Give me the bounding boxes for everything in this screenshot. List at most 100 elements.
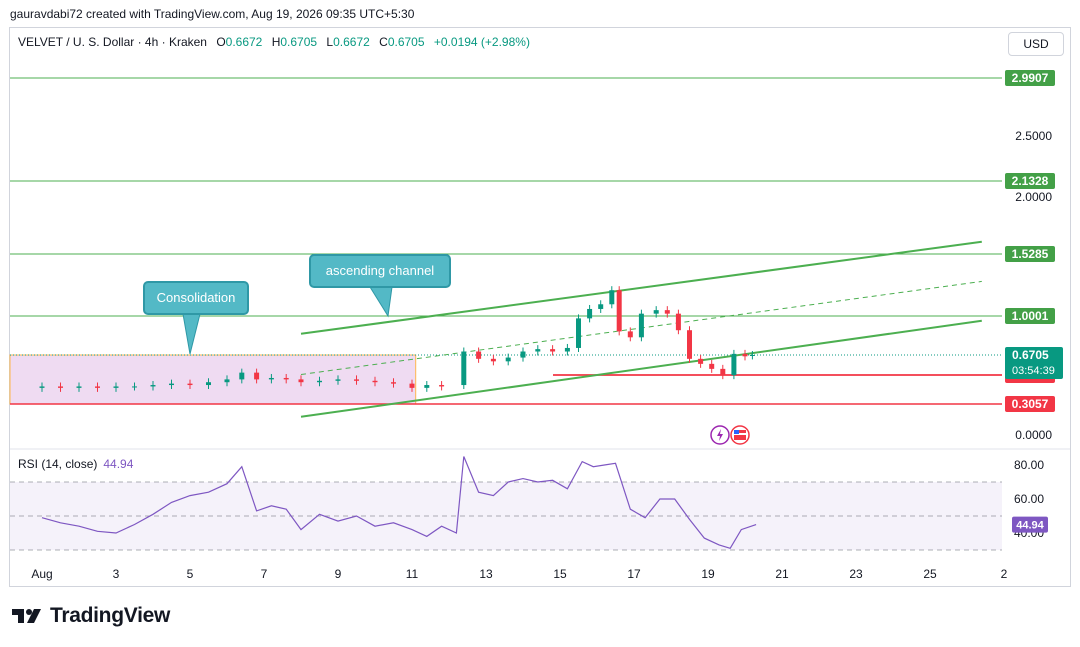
time-tick-0: Aug — [31, 567, 52, 581]
candle-17[interactable] — [335, 379, 341, 381]
candle-16[interactable] — [317, 380, 322, 383]
open-label: O — [216, 35, 226, 49]
price-tick-1: 2.0000 — [1015, 190, 1052, 204]
rsi-tick-1: 60.00 — [1014, 492, 1044, 506]
candle-32[interactable] — [576, 318, 581, 348]
level-tag-2 — [1005, 246, 1055, 262]
change-value: +0.0194 (+2.98%) — [433, 35, 530, 49]
chart-frame — [9, 27, 1071, 587]
candle-10[interactable] — [224, 379, 230, 383]
us-flag-canton — [734, 430, 739, 434]
candle-2[interactable] — [76, 386, 82, 388]
level-tag-text-5: 0.3057 — [1012, 397, 1049, 411]
close-value: 0.6705 — [387, 35, 425, 49]
candle-14[interactable] — [283, 377, 289, 380]
channel-upper-line[interactable] — [300, 240, 982, 335]
time-tick-2: 5 — [187, 567, 194, 581]
rsi-line[interactable] — [41, 456, 757, 550]
candle-15[interactable] — [298, 379, 304, 383]
rsi-value-tag-text: 44.94 — [1016, 520, 1044, 532]
symbol-legend: VELVET / U. S. Dollar · 4h · Kraken O 0.6… — [18, 35, 530, 49]
rsi-tick-0: 80.00 — [1014, 458, 1044, 472]
candle-47[interactable] — [742, 353, 748, 357]
candle-20[interactable] — [391, 382, 396, 384]
candle-43[interactable] — [698, 358, 704, 364]
candle-42[interactable] — [687, 330, 692, 359]
candle-11[interactable] — [239, 372, 245, 380]
candle-36[interactable] — [616, 290, 622, 332]
currency-button[interactable]: USD — [1008, 32, 1064, 56]
time-tick-3: 7 — [261, 567, 268, 581]
event-icons[interactable] — [710, 425, 750, 445]
candle-22[interactable] — [424, 385, 430, 388]
candle-35[interactable] — [609, 290, 615, 305]
channel-lower-line[interactable] — [300, 319, 982, 418]
rsi-title[interactable]: RSI (14, close) — [18, 457, 98, 471]
ascending-channel-callout[interactable]: ascending channel — [309, 254, 451, 288]
candle-45[interactable] — [720, 368, 726, 376]
candle-39[interactable] — [653, 310, 659, 314]
candle-9[interactable] — [206, 382, 211, 386]
candle-37[interactable] — [627, 331, 633, 338]
candle-33[interactable] — [587, 308, 593, 319]
time-tick-7: 15 — [553, 567, 567, 581]
level-tag-0 — [1005, 70, 1055, 86]
level-tag-3 — [1005, 308, 1055, 324]
candle-0[interactable] — [39, 386, 45, 388]
candle-48[interactable] — [749, 355, 755, 356]
candle-38[interactable] — [638, 313, 644, 338]
candle-30[interactable] — [550, 349, 556, 352]
consolidation-zone[interactable] — [9, 354, 417, 405]
candle-41[interactable] — [675, 313, 681, 331]
consolidation-pointer — [182, 313, 201, 355]
time-tick-13: 2 — [1001, 567, 1008, 581]
candle-26[interactable] — [490, 358, 496, 362]
time-tick-12: 25 — [923, 567, 937, 581]
candle-25[interactable] — [476, 351, 482, 359]
candle-18[interactable] — [354, 379, 359, 381]
level-tag-text-0: 2.9907 — [1012, 71, 1049, 85]
last-price-tag — [1005, 347, 1063, 379]
candle-21[interactable] — [409, 383, 415, 388]
lightning-bolt-shape — [717, 429, 723, 441]
rsi-legend: RSI (14, close) 44.94 — [18, 457, 133, 471]
level-tag-text-3: 1.0001 — [1012, 309, 1049, 323]
candle-40[interactable] — [664, 310, 670, 314]
symbol-name[interactable]: VELVET / U. S. Dollar · 4h · Kraken — [18, 35, 207, 49]
candle-28[interactable] — [520, 351, 526, 358]
candle-6[interactable] — [150, 385, 156, 387]
high-label: H — [271, 35, 281, 49]
consolidation-callout[interactable]: Consolidation — [143, 281, 249, 315]
candle-23[interactable] — [439, 385, 445, 387]
close-label: C — [379, 35, 388, 49]
candle-13[interactable] — [268, 377, 274, 380]
level-tag-text-2: 1.5285 — [1012, 247, 1049, 261]
candle-24[interactable] — [461, 351, 467, 386]
last-price-countdown: 03:54:39 — [1012, 365, 1055, 377]
candle-4[interactable] — [113, 386, 119, 388]
time-tick-4: 9 — [335, 567, 342, 581]
level-tag-5 — [1005, 396, 1055, 412]
candle-12[interactable] — [254, 372, 260, 380]
candle-31[interactable] — [564, 347, 570, 352]
ascending-channel-pointer — [369, 286, 393, 318]
candle-3[interactable] — [95, 386, 100, 388]
high-value: 0.6705 — [280, 35, 318, 49]
candle-27[interactable] — [505, 357, 511, 362]
rsi-value-tag — [1012, 516, 1048, 533]
candle-1[interactable] — [58, 386, 63, 388]
time-tick-1: 3 — [113, 567, 120, 581]
candle-44[interactable] — [709, 363, 715, 369]
candle-5[interactable] — [132, 386, 137, 388]
last-price-text: 0.6705 — [1012, 348, 1049, 362]
ascending-channel-label: ascending channel — [325, 263, 435, 278]
candle-19[interactable] — [372, 380, 378, 383]
candle-8[interactable] — [187, 383, 193, 386]
candle-46[interactable] — [731, 353, 737, 376]
candle-34[interactable] — [598, 304, 604, 309]
tradingview-logo[interactable]: TradingView — [12, 604, 170, 628]
candle-7[interactable] — [169, 383, 174, 386]
candle-29[interactable] — [535, 349, 541, 352]
time-tick-5: 11 — [406, 567, 419, 581]
